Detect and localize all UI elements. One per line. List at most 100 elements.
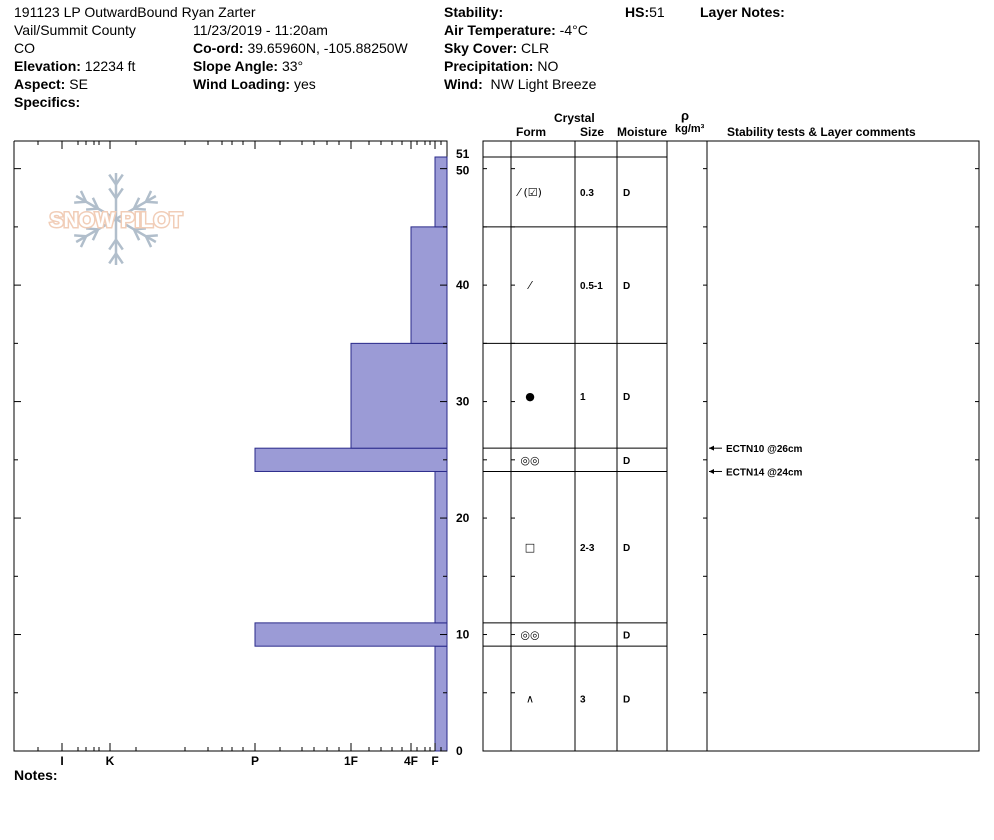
layer-form-glyph: ◎◎ (520, 629, 539, 642)
air-temp-value: -4°C (559, 22, 588, 38)
layer-moisture: D (623, 188, 630, 199)
hardness-tick-label: 1F (344, 754, 358, 768)
layer-size: 1 (580, 392, 586, 403)
slope-angle: Slope Angle: 33° (193, 57, 303, 75)
datetime: 11/23/2019 - 11:20am (193, 22, 328, 38)
layer-notes-label: Layer Notes: (700, 4, 785, 20)
layer-form-glyph: ⁄ (526, 279, 533, 292)
stability-test-arrowhead (709, 468, 714, 474)
stability-label: Stability: (444, 4, 504, 20)
wind: Wind: NW Light Breeze (444, 75, 596, 93)
elevation-label: Elevation: (14, 58, 81, 74)
hardness-bar (434, 156, 448, 228)
aspect-label: Aspect: (14, 76, 66, 92)
stability-tests: ECTN10 @26cm ECTN14 @24cm (709, 444, 803, 478)
air-temperature: Air Temperature: -4°C (444, 21, 588, 39)
layer-size: 0.3 (580, 188, 594, 199)
layer-size: 0.5-1 (580, 281, 603, 292)
depth-tick-label: 40 (456, 278, 470, 292)
stability: Stability: (444, 3, 503, 21)
layer-form-glyph: ∧ (526, 693, 534, 706)
density-unit-header: kg/m³ (675, 123, 705, 135)
depth-tick-label: 51 (456, 147, 470, 161)
layer-moisture: D (623, 543, 630, 554)
hardness-tick-label: F (431, 754, 438, 768)
layer-moisture: D (623, 631, 630, 642)
form-header: Form (516, 125, 546, 139)
stability-test-label: ECTN10 @26cm (726, 444, 803, 455)
sky-value: CLR (521, 40, 550, 56)
state: CO (14, 40, 35, 56)
precip-label: Precipitation: (444, 58, 534, 74)
hardness-tick-label: I (60, 754, 63, 768)
specifics-label: Specifics: (14, 94, 81, 110)
layer-form-glyph: □ (525, 541, 535, 554)
slope-label: Slope Angle: (193, 58, 279, 74)
hardness-bars (254, 156, 448, 752)
moisture-header: Moisture (617, 125, 668, 139)
aspect: Aspect: SE (14, 75, 88, 93)
snowflake-icon (74, 173, 158, 265)
hs-label: HS: (625, 4, 650, 20)
hardness-bar (350, 342, 448, 449)
hs-value: 51 (649, 4, 665, 20)
hardness-bar (254, 622, 448, 647)
hardness-bar (254, 447, 448, 472)
depth-tick-label: 20 (456, 511, 470, 525)
layer-moisture: D (623, 695, 630, 706)
notes: Notes: (14, 766, 58, 784)
coord-label: Co-ord: (193, 40, 244, 56)
depth-tick-label: 30 (456, 395, 470, 409)
layer-moisture: D (623, 281, 630, 292)
stability-test-arrowhead (709, 445, 714, 451)
profile-title: 191123 LP OutwardBound Ryan Zarter (14, 4, 256, 20)
coordinates: Co-ord: 39.65960N, -105.88250W (193, 39, 408, 57)
snow-height: HS:51 (625, 3, 665, 21)
comments-header: Stability tests & Layer comments (727, 125, 916, 139)
precipitation: Precipitation: NO (444, 57, 558, 75)
wind-label: Wind: (444, 76, 483, 92)
layer-form-glyph: ● (525, 390, 535, 403)
air-temp-label: Air Temperature: (444, 22, 556, 38)
layer-moisture: D (623, 456, 630, 467)
precip-value: NO (537, 58, 559, 74)
layer-size: 3 (580, 695, 586, 706)
elevation-value: 12234 ft (84, 58, 136, 74)
specifics: Specifics: (14, 93, 80, 111)
coord-value: 39.65960N, -105.88250W (247, 40, 408, 56)
depth-tick-label: 50 (456, 164, 470, 178)
wind-loading-label: Wind Loading: (193, 76, 291, 92)
hardness-bar (434, 645, 448, 752)
layer-moisture: D (623, 392, 630, 403)
layer-table-frame (482, 140, 980, 752)
sky-label: Sky Cover: (444, 40, 518, 56)
layer-form-glyph: ⁄ (☑) (515, 186, 542, 199)
slope-value: 33° (281, 58, 304, 74)
depth-tick-label: 0 (456, 744, 463, 758)
elevation: Elevation: 12234 ft (14, 57, 135, 75)
wind-loading-value: yes (293, 76, 316, 92)
hardness-tick-label: K (106, 754, 115, 768)
snowpilot-watermark: SNOW PILOT (48, 173, 184, 265)
size-header: Size (580, 125, 605, 139)
hardness-tick-label: P (251, 754, 259, 768)
depth-axis: 0 10 20 30 40 50 51 (14, 147, 979, 758)
layer-table: ⁄ (☑) 0.3 D ⁄ 0.5-1 D ● 1 D ◎◎ D □ 2-3 D ◎◎ D ∧ 3 D (482, 140, 980, 752)
rho-header: ρ (681, 108, 690, 123)
wind-loading: Wind Loading: yes (193, 75, 316, 93)
wind-value: NW Light Breeze (490, 76, 597, 92)
location: Vail/Summit County (14, 22, 136, 38)
aspect-value: SE (69, 76, 88, 92)
notes-label: Notes: (14, 767, 58, 783)
stability-test-label: ECTN14 @24cm (726, 467, 803, 478)
hardness-axis: I K P 1F 4F F (37, 141, 442, 768)
sky-cover: Sky Cover: CLR (444, 39, 549, 57)
layer-size: 2-3 (580, 543, 595, 554)
crystal-header: Crystal (554, 111, 595, 125)
layer-notes: Layer Notes: (700, 3, 785, 21)
depth-tick-label: 10 (456, 628, 470, 642)
watermark-text: SNOW PILOT (50, 209, 183, 232)
hardness-bar (434, 470, 448, 624)
hardness-tick-label: 4F (404, 754, 418, 768)
